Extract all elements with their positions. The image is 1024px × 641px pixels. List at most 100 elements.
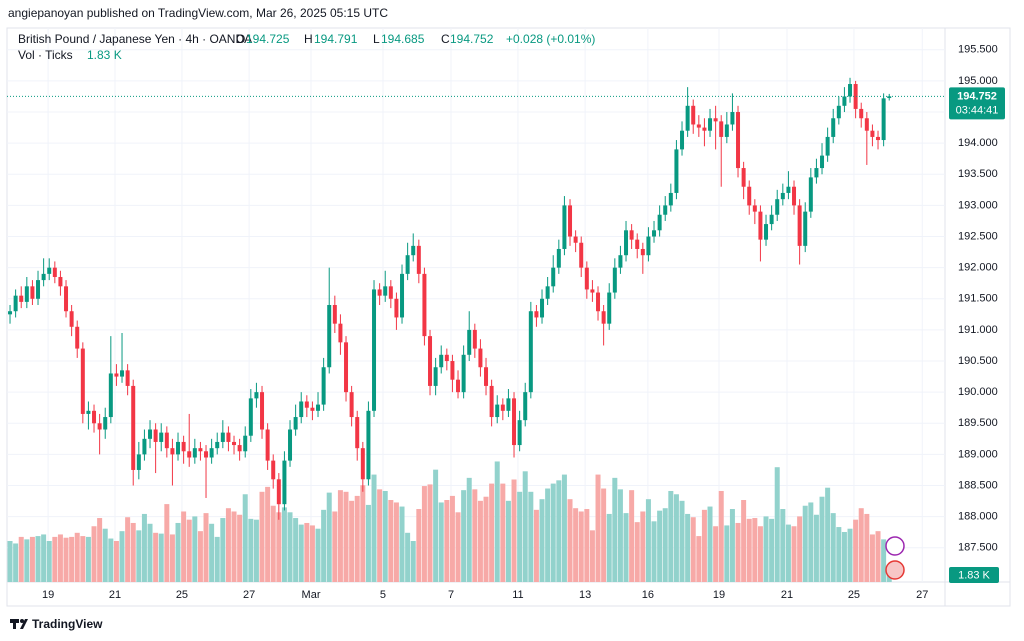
candle-body xyxy=(534,311,539,318)
volume-bar xyxy=(489,483,495,582)
volume-bar xyxy=(141,513,147,582)
volume-bar xyxy=(433,469,439,582)
candle-body xyxy=(478,348,483,368)
candle-body xyxy=(797,205,802,246)
volume-bar xyxy=(825,487,831,582)
axes: 187.500 188.000 188.500 189.000 189.500 190.0… xyxy=(42,44,1005,601)
candle-body xyxy=(680,130,685,150)
candle-body xyxy=(260,392,265,430)
y-tick-label: 188.000 xyxy=(958,511,998,523)
candle-body xyxy=(198,448,203,452)
candle-body xyxy=(825,136,830,156)
volume-bar xyxy=(326,492,332,582)
volume-bar xyxy=(46,541,52,582)
volume-bar xyxy=(186,519,192,582)
event-icon[interactable] xyxy=(885,536,905,556)
candle-body xyxy=(153,429,158,442)
last-price-badge xyxy=(949,87,1005,120)
y-tick-label: 193.500 xyxy=(958,168,998,180)
volume-bar xyxy=(528,491,534,582)
x-tick-label: 13 xyxy=(579,589,591,601)
volume-bar xyxy=(321,509,327,582)
candle-body xyxy=(310,407,315,411)
volume-bar xyxy=(304,522,310,582)
candle-body xyxy=(237,445,242,452)
candle-body xyxy=(405,255,410,274)
volume-bar xyxy=(713,526,719,582)
volume-bar xyxy=(545,488,551,582)
ohlc-label: C xyxy=(441,32,450,46)
frame xyxy=(6,27,1011,607)
candle-body xyxy=(209,448,214,458)
candles xyxy=(7,77,945,520)
footer-logo xyxy=(10,619,28,629)
volume-bar xyxy=(209,523,215,582)
candle-body xyxy=(853,84,858,109)
volume-bar xyxy=(455,512,461,582)
volume-bar xyxy=(774,467,780,582)
candle-body xyxy=(820,155,825,169)
volume-bar xyxy=(158,533,164,582)
volume-bar xyxy=(802,505,808,582)
candle-body xyxy=(584,267,589,290)
volume-bar xyxy=(785,524,791,582)
candle-body xyxy=(288,429,293,461)
y-tick-label: 191.000 xyxy=(958,324,998,336)
candle-body xyxy=(472,329,477,349)
candle-body xyxy=(484,367,489,386)
candle-body xyxy=(461,354,466,393)
candle-body xyxy=(422,273,427,337)
volume-bar xyxy=(74,532,80,582)
candle-body xyxy=(282,460,287,505)
candle-body xyxy=(792,186,797,206)
candle-body xyxy=(775,199,780,215)
volume-bar xyxy=(668,490,674,582)
candle-body xyxy=(125,370,130,386)
volume-bar xyxy=(853,519,859,582)
candle-body xyxy=(831,118,836,137)
candle-body xyxy=(366,410,371,480)
candle-body xyxy=(780,192,785,200)
candle-body xyxy=(612,267,617,293)
candle-body xyxy=(372,289,377,411)
candle-body xyxy=(69,311,74,327)
volume-bar xyxy=(181,511,187,582)
candle-body xyxy=(24,286,29,302)
volume-bar xyxy=(130,522,136,582)
volume-bar xyxy=(416,509,422,582)
candle-body xyxy=(808,177,813,212)
candle-body xyxy=(814,168,819,178)
candle-body xyxy=(439,354,444,368)
volume-bar xyxy=(298,524,304,582)
volume-bar xyxy=(18,536,24,582)
volume-bar xyxy=(567,499,573,582)
candle-body xyxy=(786,186,791,193)
candle-body xyxy=(338,323,343,343)
volume-bar xyxy=(231,511,237,582)
candle-body xyxy=(752,205,757,212)
flag-icon[interactable] xyxy=(885,560,905,580)
y-tick-label: 188.500 xyxy=(958,479,998,491)
y-tick-label: 190.500 xyxy=(958,355,998,367)
candle-body xyxy=(713,118,718,122)
volume-bar xyxy=(651,521,657,582)
volume-bar xyxy=(349,500,355,582)
candle-body xyxy=(131,385,136,470)
volume-bar xyxy=(578,511,584,582)
ohlc-label: L xyxy=(373,32,380,46)
candle-body xyxy=(47,267,52,274)
volume-bar xyxy=(769,518,775,582)
candle-body xyxy=(523,392,528,421)
volume-bar xyxy=(276,512,282,582)
candle-body xyxy=(108,373,113,418)
candle-body xyxy=(8,311,13,315)
candle-body xyxy=(719,121,724,137)
candle-body xyxy=(551,267,556,287)
x-tick-label: 11 xyxy=(512,589,523,601)
volume-bar xyxy=(573,508,579,582)
candle-body xyxy=(590,289,595,293)
countdown-label: 03:44:41 xyxy=(956,104,999,116)
volume-bar xyxy=(640,511,646,582)
volume-bar xyxy=(875,531,881,582)
